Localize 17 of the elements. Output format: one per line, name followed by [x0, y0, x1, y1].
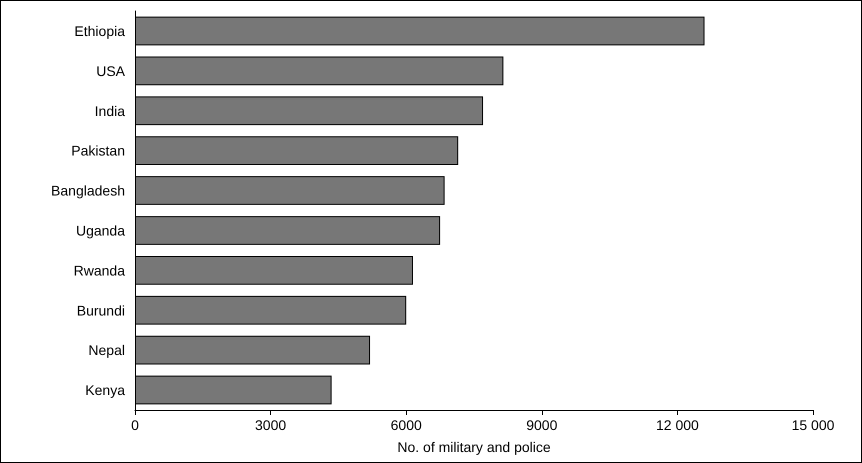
- x-tick-label: 3000: [255, 417, 286, 433]
- y-tick-label: Pakistan: [71, 142, 125, 159]
- x-tick-label: 6000: [390, 417, 422, 433]
- y-tick-label: Nepal: [88, 342, 125, 358]
- y-tick-label: USA: [96, 62, 126, 79]
- x-tick-label: 12 000: [656, 417, 700, 433]
- x-axis-title: No. of military and police: [397, 439, 551, 455]
- y-tick-label: India: [94, 102, 126, 119]
- x-tick-label: 0: [131, 417, 140, 433]
- y-tick-label: Kenya: [85, 382, 126, 398]
- y-tick-label: Rwanda: [74, 262, 126, 278]
- y-tick-label: Bangladesh: [51, 182, 125, 199]
- y-tick-label: Burundi: [76, 302, 125, 318]
- y-tick-label: Ethiopia: [74, 22, 126, 39]
- x-tick-label: 15 000: [792, 417, 835, 433]
- x-tick-label: 9000: [526, 417, 558, 433]
- y-tick-label: Uganda: [76, 222, 126, 238]
